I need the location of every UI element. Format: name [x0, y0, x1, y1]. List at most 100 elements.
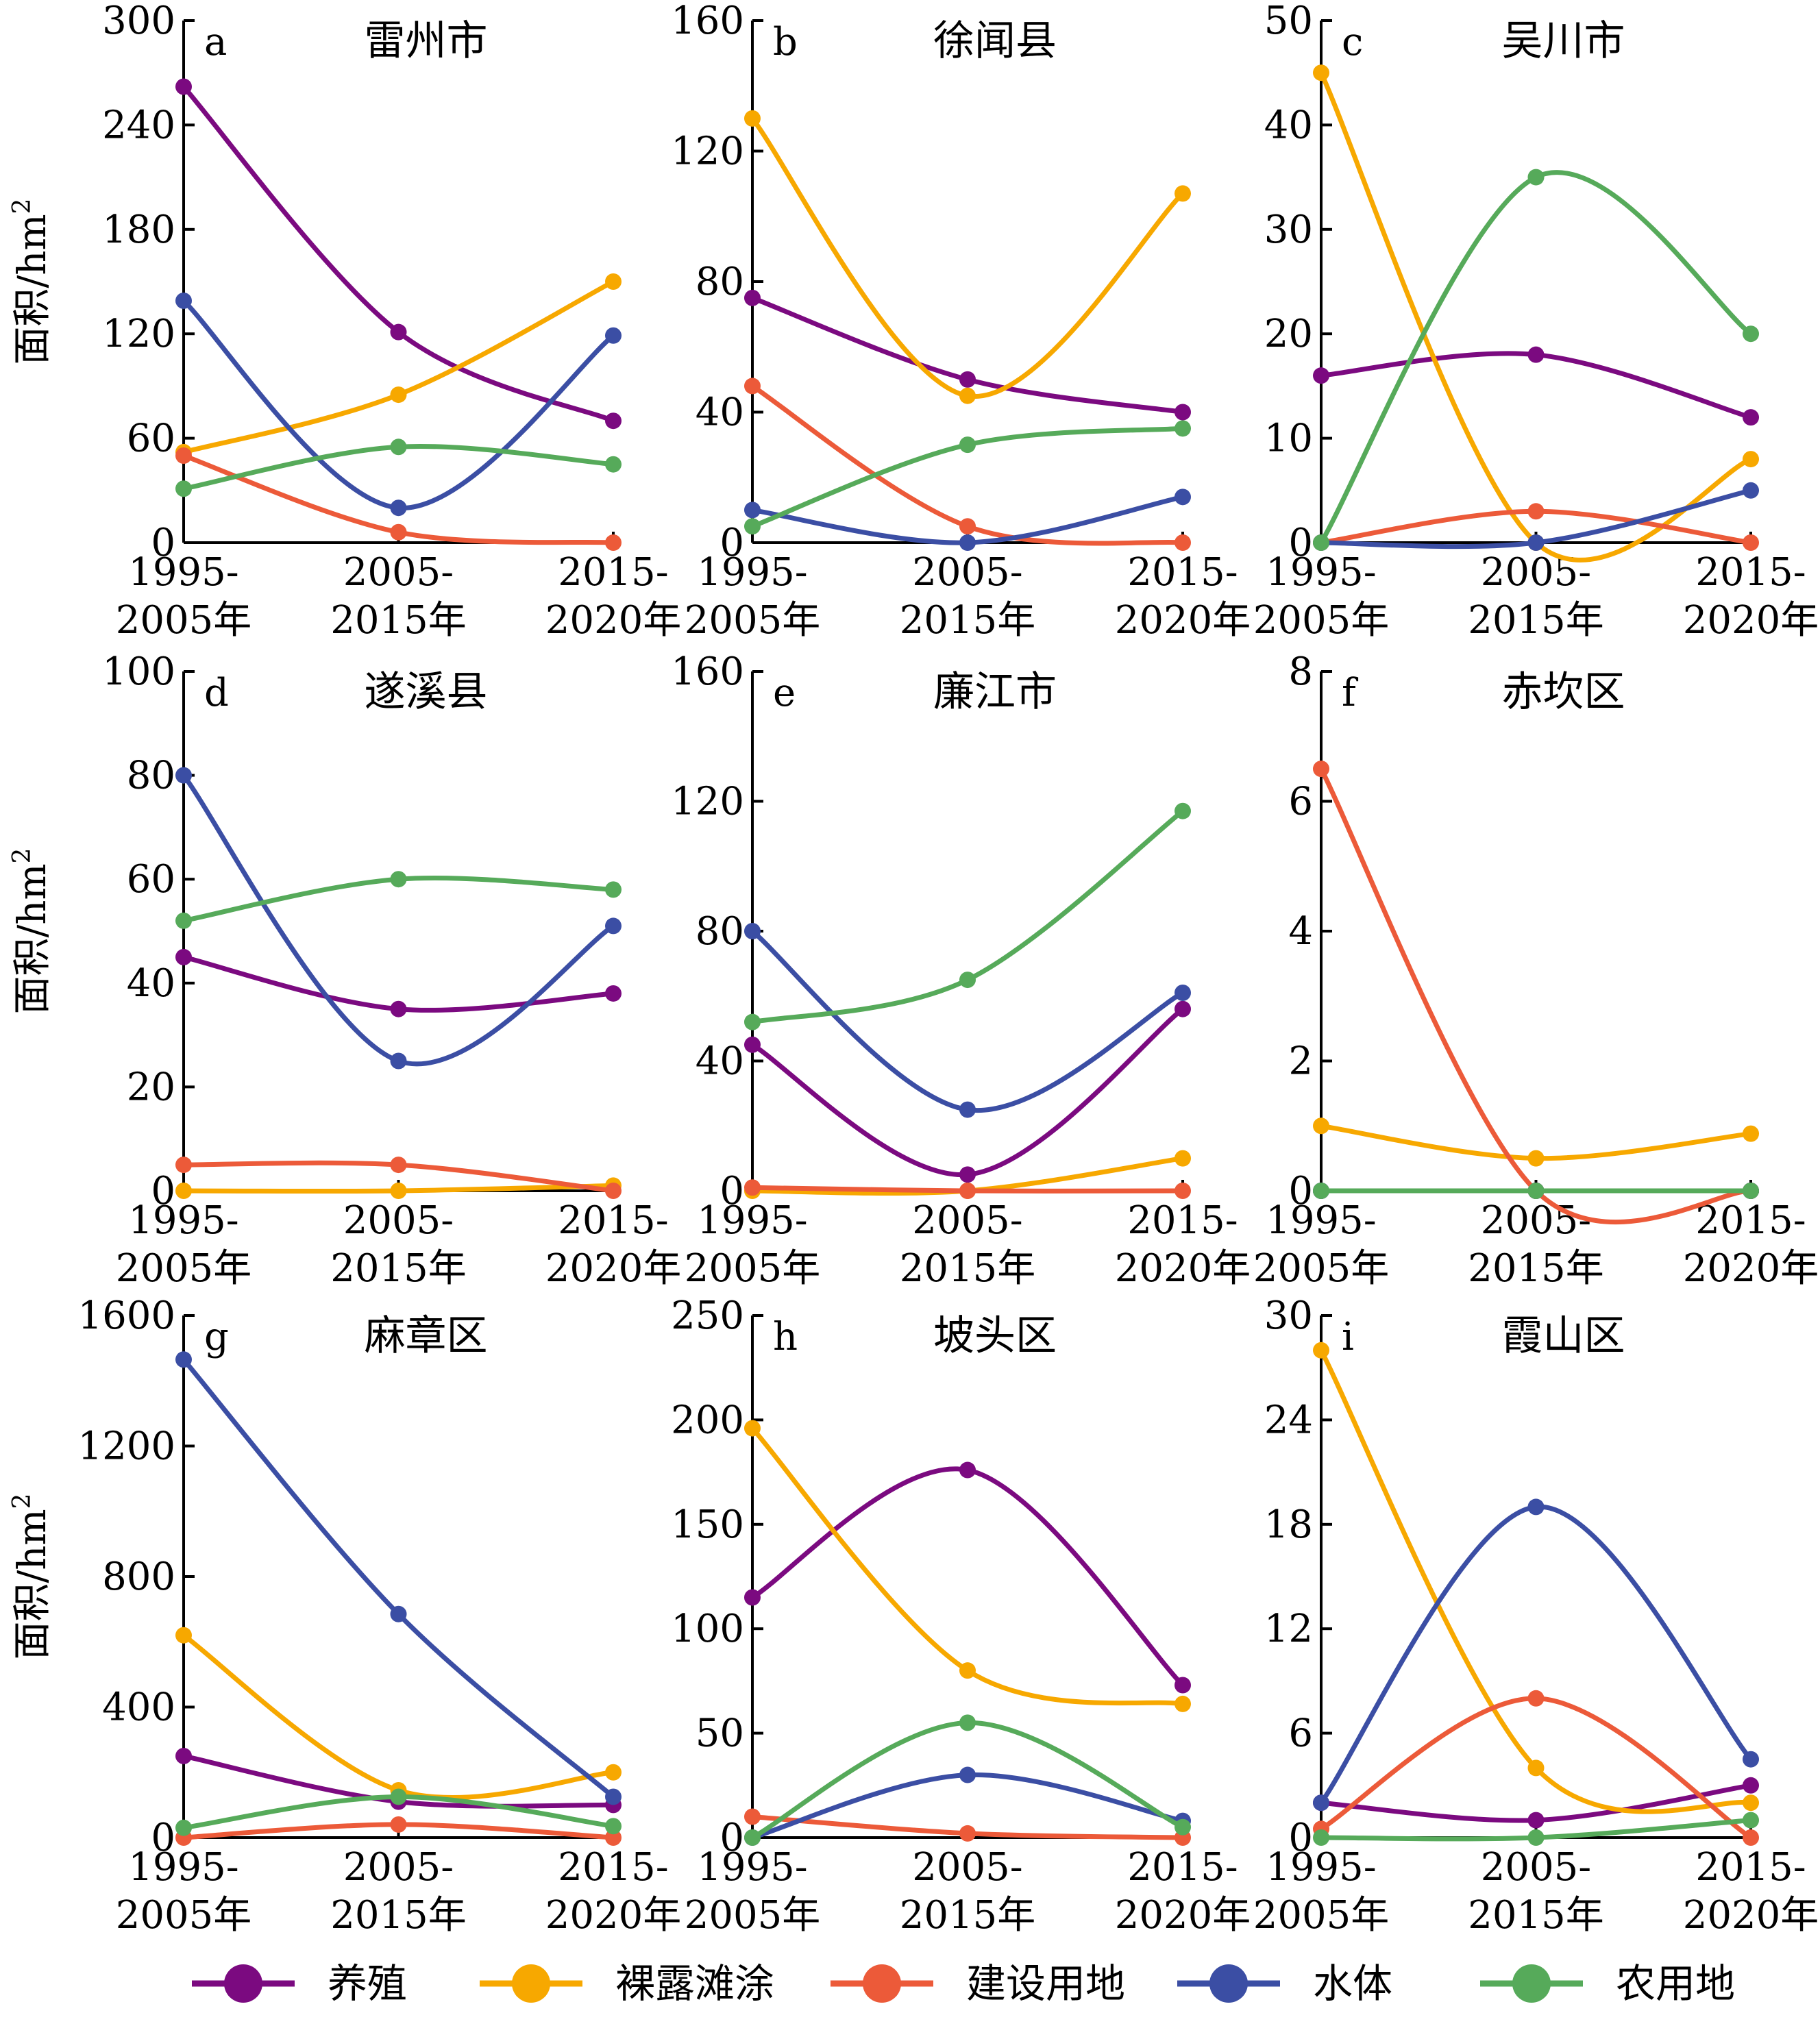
data-point — [959, 387, 976, 404]
x-tick-label-line: 2015- — [1127, 550, 1238, 595]
legend-label: 裸露滩涂 — [615, 1960, 774, 2007]
data-point — [605, 1764, 622, 1781]
data-point — [1175, 1150, 1191, 1167]
series-line — [1318, 766, 1754, 1225]
x-tick-label-line: 2020年 — [545, 1893, 682, 1938]
x-tick-label: 2015-2020年 — [545, 1198, 682, 1291]
data-point — [1175, 802, 1191, 819]
series-line — [750, 1466, 1185, 1688]
y-tick-label: 0 — [1288, 1169, 1313, 1213]
data-point — [605, 327, 622, 344]
data-point — [744, 518, 761, 535]
x-tick-label: 2015-2020年 — [1115, 1845, 1251, 1938]
legend-entry: 建设用地 — [831, 1960, 1125, 2007]
data-point — [605, 412, 622, 430]
data-point — [959, 1825, 976, 1842]
legend-label: 建设用地 — [966, 1960, 1125, 2007]
data-point — [959, 518, 976, 535]
x-tick-label-line: 2015- — [558, 550, 668, 595]
data-point — [959, 534, 976, 551]
data-point — [1175, 1695, 1191, 1712]
panel-title: 徐闻县 — [933, 17, 1057, 65]
data-point — [605, 273, 622, 290]
data-point — [1313, 761, 1329, 778]
x-tick-label: 2015-2020年 — [545, 1845, 682, 1938]
x-tick-label-line: 2005- — [343, 550, 454, 595]
data-point — [744, 1013, 761, 1030]
data-point — [1527, 534, 1545, 551]
x-tick-label: 2015-2020年 — [1683, 1845, 1819, 1938]
y-tick-label: 20 — [127, 1065, 175, 1109]
x-tick-label-line: 2015- — [1695, 1845, 1806, 1890]
data-point — [959, 1166, 976, 1183]
series-line — [750, 808, 1185, 1025]
data-point — [1527, 346, 1545, 363]
data-point — [1175, 985, 1191, 1002]
data-point — [605, 881, 622, 898]
x-tick-label-line: 2020年 — [1683, 1246, 1819, 1291]
y-tick-label: 120 — [102, 312, 175, 356]
data-point — [1175, 534, 1191, 551]
data-point — [175, 1183, 192, 1199]
data-point — [605, 985, 622, 1002]
panel-a: 0 60 120 180 240 300 1995-2005年 2005-2015年 2015-… — [8, 0, 681, 643]
x-tick-label-line: 2005- — [912, 1845, 1022, 1890]
x-tick-label: 2005-2015年 — [900, 1198, 1036, 1291]
data-point — [1527, 1150, 1545, 1167]
x-tick-label-line: 2015年 — [330, 598, 467, 643]
y-tick-label: 0 — [151, 521, 175, 565]
x-tick-label: 2005-2015年 — [900, 1845, 1036, 1938]
data-point — [959, 436, 976, 454]
panel-letter: f — [1342, 671, 1359, 715]
x-tick-label: 2015-2020年 — [1683, 550, 1819, 643]
y-axis-label-text: 面积/hm — [10, 863, 55, 1014]
x-tick-label-line: 1995- — [128, 550, 238, 595]
y-tick-label: 20 — [1264, 312, 1313, 356]
series-line — [1318, 1348, 1754, 1814]
x-tick-label-line: 2015年 — [1468, 1246, 1604, 1291]
legend-label: 农用地 — [1616, 1960, 1735, 2007]
data-point — [744, 1829, 761, 1846]
data-point — [605, 1183, 622, 1199]
data-point — [605, 1829, 622, 1846]
data-point — [390, 386, 407, 404]
y-tick-label: 60 — [127, 417, 175, 461]
data-point — [390, 1788, 407, 1805]
x-tick-label-line: 2005- — [1481, 1845, 1591, 1890]
x-tick-label-line: 2015- — [558, 1845, 668, 1890]
data-point — [1527, 503, 1545, 520]
data-point — [390, 1000, 407, 1017]
x-tick-label: 2005-2015年 — [1468, 1845, 1604, 1938]
x-tick-label-line: 2005- — [912, 1198, 1022, 1243]
y-axis-label-text: 面积/hm — [10, 214, 55, 365]
x-tick-label-line: 1995- — [1266, 550, 1376, 595]
series-line — [1318, 1504, 1754, 1805]
y-tick-label: 4 — [1288, 909, 1313, 954]
y-tick-label: 2 — [1288, 1039, 1313, 1084]
x-tick-label-line: 2005年 — [116, 598, 252, 643]
series-line — [181, 84, 616, 423]
x-tick-label-line: 2015年 — [330, 1246, 467, 1291]
data-point — [744, 110, 761, 127]
y-tick-label: 100 — [102, 650, 175, 694]
y-axis-label: 面积/hm2 — [8, 1494, 55, 1660]
y-tick-label: 0 — [720, 1169, 744, 1213]
x-tick-label: 2005-2015年 — [1468, 1198, 1604, 1291]
y-tick-label: 0 — [1288, 521, 1313, 565]
panel-letter: d — [204, 671, 229, 715]
y-tick-label: 24 — [1264, 1398, 1313, 1442]
data-point — [1175, 1677, 1191, 1694]
y-tick-label: 30 — [1264, 1294, 1313, 1338]
y-tick-label: 250 — [671, 1294, 744, 1338]
x-tick-label-line: 2015- — [558, 1198, 668, 1243]
data-point — [390, 323, 407, 341]
y-tick-label: 800 — [102, 1555, 175, 1599]
panel-g: 0 400 800 1200 1600 1995-2005年 2005-2015年 2015-… — [8, 1294, 681, 1938]
y-tick-label: 0 — [720, 1816, 744, 1860]
data-point — [1527, 1498, 1545, 1516]
data-point — [1743, 1125, 1759, 1142]
x-tick-label-line: 2005年 — [116, 1893, 252, 1938]
data-point — [390, 438, 407, 456]
data-point — [959, 1101, 976, 1118]
legend-label: 养殖 — [328, 1960, 407, 2007]
